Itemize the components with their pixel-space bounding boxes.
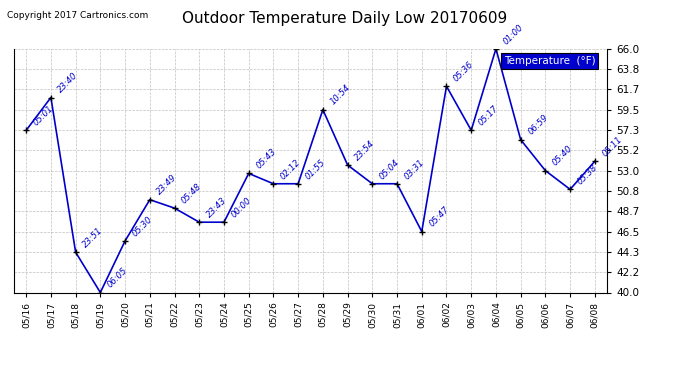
Text: 05:47: 05:47 [427,205,451,229]
Text: 05:38: 05:38 [575,163,600,187]
Text: 06:05: 06:05 [106,266,130,290]
Text: 02:12: 02:12 [279,158,303,181]
Text: Copyright 2017 Cartronics.com: Copyright 2017 Cartronics.com [7,11,148,20]
Text: 05:01: 05:01 [32,104,55,128]
Text: 10:54: 10:54 [328,83,352,107]
Text: 06:59: 06:59 [526,113,550,137]
Text: 01:00: 01:00 [502,22,525,46]
Text: 05:04: 05:04 [378,158,402,181]
Text: 23:40: 23:40 [57,71,80,95]
Text: 05:36: 05:36 [452,60,475,84]
Text: 05:40: 05:40 [551,144,575,168]
Text: 05:48: 05:48 [180,182,204,206]
Text: 01:55: 01:55 [304,158,327,181]
Text: 05:30: 05:30 [130,214,155,238]
Text: 05:11: 05:11 [600,135,624,159]
Text: 05:43: 05:43 [254,147,278,171]
Text: 03:31: 03:31 [402,158,426,181]
Text: Temperature  (°F): Temperature (°F) [504,56,595,66]
Text: 23:54: 23:54 [353,139,377,162]
Text: 23:49: 23:49 [155,173,179,197]
Text: 23:51: 23:51 [81,226,105,249]
Text: 23:43: 23:43 [205,196,228,219]
Text: 00:00: 00:00 [230,196,253,219]
Text: Outdoor Temperature Daily Low 20170609: Outdoor Temperature Daily Low 20170609 [182,11,508,26]
Text: 05:17: 05:17 [477,104,500,128]
